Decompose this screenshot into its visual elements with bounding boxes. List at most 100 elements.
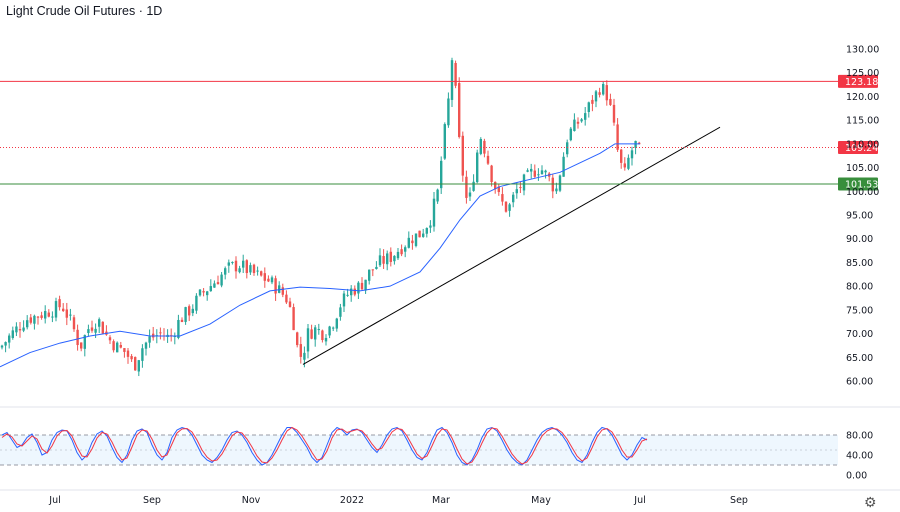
- candle-body: [285, 294, 288, 303]
- candle-body: [515, 189, 518, 194]
- candle-body: [0, 345, 4, 348]
- price-tick-label: 100.00: [846, 187, 879, 198]
- candle-body: [551, 177, 554, 192]
- time-tick-label: Nov: [242, 495, 261, 506]
- candle-body: [609, 98, 612, 105]
- candle-body: [591, 99, 594, 104]
- candle-body: [353, 288, 356, 295]
- price-tick-label: 70.00: [846, 329, 873, 340]
- candle-body: [137, 360, 140, 372]
- candle-body: [26, 320, 29, 328]
- candle-body: [72, 317, 76, 330]
- horizontal-levels: 123.18 109.24 101.53: [0, 74, 878, 191]
- candle-body: [400, 249, 403, 255]
- gear-icon[interactable]: ⚙: [864, 494, 877, 510]
- candle-body: [443, 124, 446, 159]
- candle-body: [177, 319, 180, 338]
- candle-body: [328, 326, 331, 336]
- candle-body: [558, 175, 562, 191]
- candle-body: [501, 194, 504, 202]
- candle-body: [544, 170, 547, 173]
- price-tick-label: 130.00: [846, 44, 879, 55]
- candle-body: [486, 155, 490, 164]
- time-tick-label: Jul: [633, 495, 645, 506]
- candle-body: [350, 288, 353, 296]
- price-tick-label: 95.00: [846, 211, 873, 222]
- candle-body: [36, 316, 40, 318]
- candle-body: [270, 277, 274, 283]
- candle-body: [497, 186, 500, 193]
- candle-body: [612, 104, 616, 123]
- stochastic-d-line: [1, 426, 648, 465]
- candle-body: [393, 255, 396, 262]
- candle-body: [44, 310, 47, 319]
- price-tick-label: 80.00: [846, 282, 873, 293]
- candle-body: [346, 294, 349, 296]
- candle-body: [537, 174, 540, 176]
- candle-body: [15, 326, 18, 333]
- candle-body: [206, 291, 209, 296]
- oscillator-tick-label: 80.00: [846, 431, 873, 442]
- candle-body: [242, 260, 245, 268]
- candle-body: [332, 327, 335, 329]
- candle-body: [450, 60, 454, 100]
- candle-body: [22, 327, 25, 331]
- candle-body: [18, 329, 22, 331]
- candle-body: [479, 139, 482, 154]
- candle-body: [519, 187, 522, 189]
- candle-body: [83, 335, 86, 349]
- candle-body: [630, 150, 634, 159]
- price-badge-label: 109.24: [845, 143, 878, 154]
- candle-body: [623, 163, 626, 168]
- price-pane: [0, 57, 721, 377]
- candle-body: [404, 247, 407, 252]
- time-tick-label: Sep: [143, 495, 161, 506]
- price-badge: [838, 74, 878, 88]
- candle-body: [429, 225, 432, 228]
- candle-body: [368, 269, 371, 281]
- candle-body: [418, 230, 421, 238]
- candle-body: [602, 83, 605, 95]
- candle-body: [58, 299, 61, 308]
- candle-body: [148, 336, 151, 343]
- candle-body: [375, 266, 378, 269]
- candle-body: [407, 237, 410, 248]
- support-trendline: [302, 126, 721, 365]
- candle-body: [159, 332, 162, 334]
- candle-body: [288, 301, 292, 307]
- candle-body: [274, 278, 277, 294]
- candle-body: [195, 295, 198, 311]
- candle-body: [386, 253, 389, 265]
- candle-body: [8, 335, 11, 343]
- candle-body: [198, 289, 202, 296]
- candle-body: [371, 269, 374, 271]
- candle-body: [65, 309, 68, 318]
- candle-body: [116, 342, 119, 353]
- price-tick-label: 125.00: [846, 68, 879, 79]
- candle-body: [411, 240, 414, 244]
- time-tick-label: May: [531, 495, 551, 506]
- candle-body: [562, 156, 565, 177]
- candle-body: [342, 293, 346, 307]
- candle-body: [573, 119, 576, 132]
- candle-body: [605, 85, 608, 101]
- time-tick-label: 2022: [340, 495, 364, 506]
- price-tick-label: 85.00: [846, 258, 873, 269]
- candle-body: [436, 189, 439, 202]
- time-tick-label: Jul: [48, 495, 60, 506]
- candle-body: [231, 262, 234, 264]
- candle-body: [33, 315, 36, 324]
- candle-body: [209, 286, 212, 292]
- candle-body: [278, 285, 281, 293]
- candle-body: [317, 329, 320, 331]
- candle-body: [616, 124, 619, 150]
- candle-body: [62, 308, 65, 311]
- candle-body: [504, 201, 508, 212]
- candle-body: [533, 170, 536, 177]
- candle-body: [4, 342, 7, 346]
- price-badge-label: 101.53: [845, 180, 878, 191]
- candle-body: [576, 121, 580, 124]
- candle-body: [594, 91, 598, 102]
- price-tick-label: 105.00: [846, 163, 879, 174]
